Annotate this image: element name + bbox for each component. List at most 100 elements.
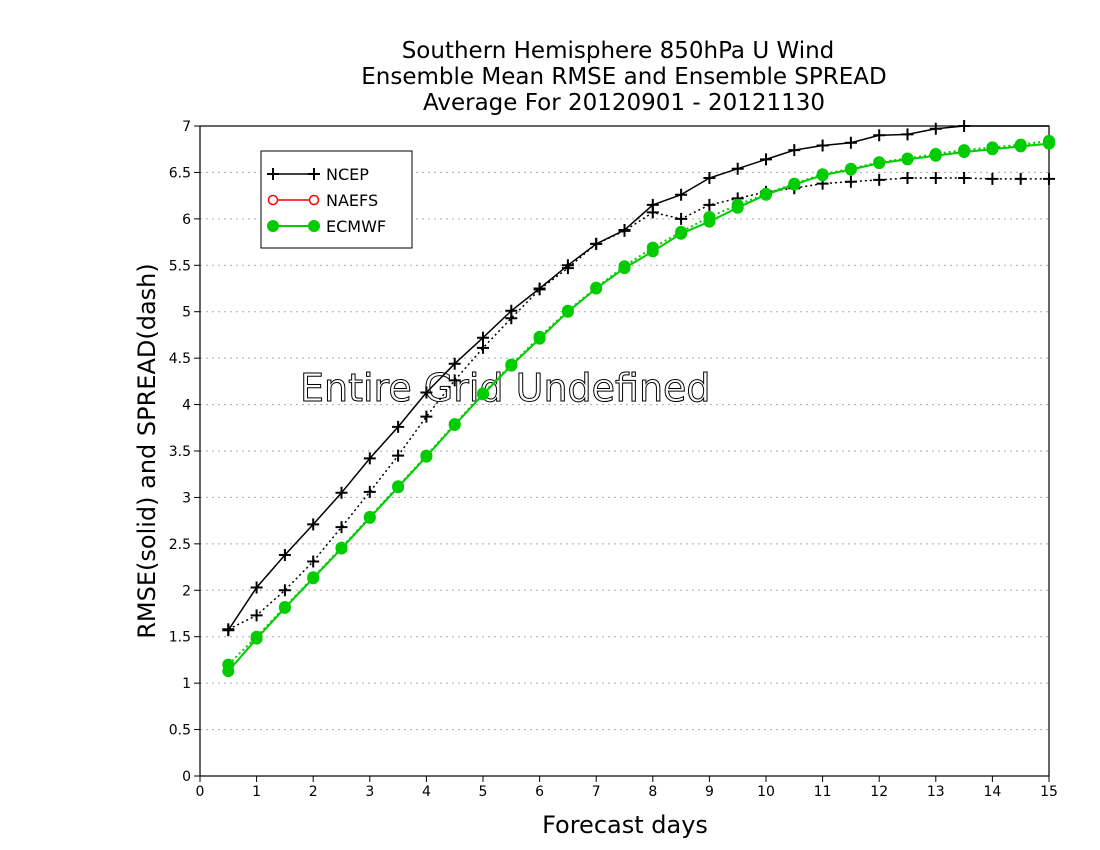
data-point — [392, 481, 405, 494]
series-line — [227, 177, 1049, 630]
y-tick-label: 1.5 — [169, 630, 191, 646]
data-point — [760, 153, 772, 166]
data-point — [986, 143, 999, 156]
legend-label: NCEP — [326, 165, 369, 184]
data-point — [844, 163, 857, 176]
legend-marker — [308, 220, 320, 232]
y-tick-label: 2 — [182, 583, 191, 599]
legend: NCEP NAEFS ECMWF — [260, 150, 413, 249]
y-tick-label: 4.5 — [169, 351, 191, 367]
data-point — [363, 511, 376, 524]
series-3 — [222, 137, 1055, 678]
data-point — [590, 237, 603, 250]
y-tick-label: 7 — [182, 119, 191, 135]
data-point — [335, 542, 348, 555]
data-point — [307, 555, 320, 568]
legend-marker — [267, 220, 279, 232]
data-point — [335, 521, 348, 534]
data-point — [816, 139, 829, 152]
y-tick-label: 2.5 — [169, 537, 191, 553]
data-point — [505, 359, 518, 372]
data-point — [1043, 172, 1055, 185]
title-line-3: Average For 20120901 - 20121130 — [423, 90, 825, 116]
legend-item-naefs: NAEFS — [267, 191, 378, 210]
data-point — [250, 632, 263, 645]
y-tick-label: 3.5 — [169, 444, 191, 460]
y-axis-label: RMSE(solid) and SPREAD(dash) — [133, 263, 161, 639]
data-point — [590, 282, 603, 295]
data-point — [873, 157, 886, 170]
data-point — [788, 178, 801, 191]
x-tick-label: 3 — [365, 784, 374, 800]
data-point — [929, 172, 942, 184]
x-tick-label: 1 — [252, 784, 261, 800]
x-tick-label: 2 — [309, 784, 318, 800]
data-point — [929, 122, 942, 135]
data-point — [420, 386, 433, 399]
data-point — [901, 153, 914, 166]
data-point — [816, 169, 829, 182]
data-point — [222, 665, 235, 678]
data-point — [901, 128, 914, 141]
data-point — [646, 245, 659, 258]
data-point — [760, 188, 772, 201]
data-point — [703, 215, 716, 228]
data-point — [958, 172, 971, 184]
data-point — [250, 581, 263, 594]
title-line-1: Southern Hemisphere 850hPa U Wind — [402, 38, 835, 64]
y-tick-label: 5 — [182, 305, 191, 321]
data-point — [731, 162, 744, 175]
data-point — [363, 485, 376, 498]
legend-marker — [308, 194, 320, 206]
legend-item-ncep: NCEP — [267, 165, 369, 184]
y-tick-label: 4 — [182, 398, 191, 414]
x-tick-label: 15 — [1040, 784, 1058, 800]
data-point — [420, 410, 433, 423]
data-point — [618, 224, 631, 236]
data-point — [958, 120, 971, 132]
legend-marker — [308, 168, 320, 180]
data-point — [675, 227, 688, 240]
data-point — [561, 259, 574, 272]
data-point — [335, 486, 348, 499]
data-point — [929, 149, 942, 162]
data-point — [1014, 172, 1027, 185]
axis-ticks — [194, 125, 1050, 782]
data-point — [363, 452, 376, 465]
grid-lines — [200, 171, 1049, 731]
data-point — [250, 609, 263, 622]
x-tick-label: 10 — [757, 784, 775, 800]
data-point — [788, 144, 801, 157]
data-point — [392, 420, 405, 433]
x-tick-label: 13 — [927, 784, 945, 800]
series-layer — [222, 120, 1055, 678]
y-tick-label: 0.5 — [169, 723, 191, 739]
data-point — [1014, 140, 1027, 153]
legend-marker — [267, 168, 279, 180]
y-tick-label: 0 — [182, 769, 191, 785]
x-axis-label: Forecast days — [542, 811, 708, 839]
data-point — [1043, 137, 1055, 150]
data-point — [958, 146, 971, 158]
y-tick-label: 3 — [182, 490, 191, 506]
y-tick-label: 6.5 — [169, 165, 191, 181]
x-tick-label: 12 — [870, 784, 888, 800]
x-tick-label: 11 — [814, 784, 832, 800]
data-point — [675, 188, 688, 201]
data-point — [844, 175, 857, 188]
x-tick-label: 4 — [422, 784, 431, 800]
data-point — [646, 198, 659, 211]
data-point — [873, 129, 886, 142]
x-tick-label: 7 — [592, 784, 601, 800]
data-point — [477, 331, 489, 344]
legend-item-ecmwf: ECMWF — [267, 217, 386, 236]
series-0 — [222, 120, 1049, 637]
y-tick-label: 5.5 — [169, 258, 191, 274]
data-point — [448, 419, 461, 431]
data-point — [448, 374, 461, 387]
data-point — [618, 262, 631, 275]
data-point — [561, 305, 574, 318]
axis-tick-labels: 00.511.522.533.544.555.566.570 1 2 3 4 5 6 7 8 9 1… — [169, 119, 1058, 800]
data-point — [477, 388, 489, 401]
